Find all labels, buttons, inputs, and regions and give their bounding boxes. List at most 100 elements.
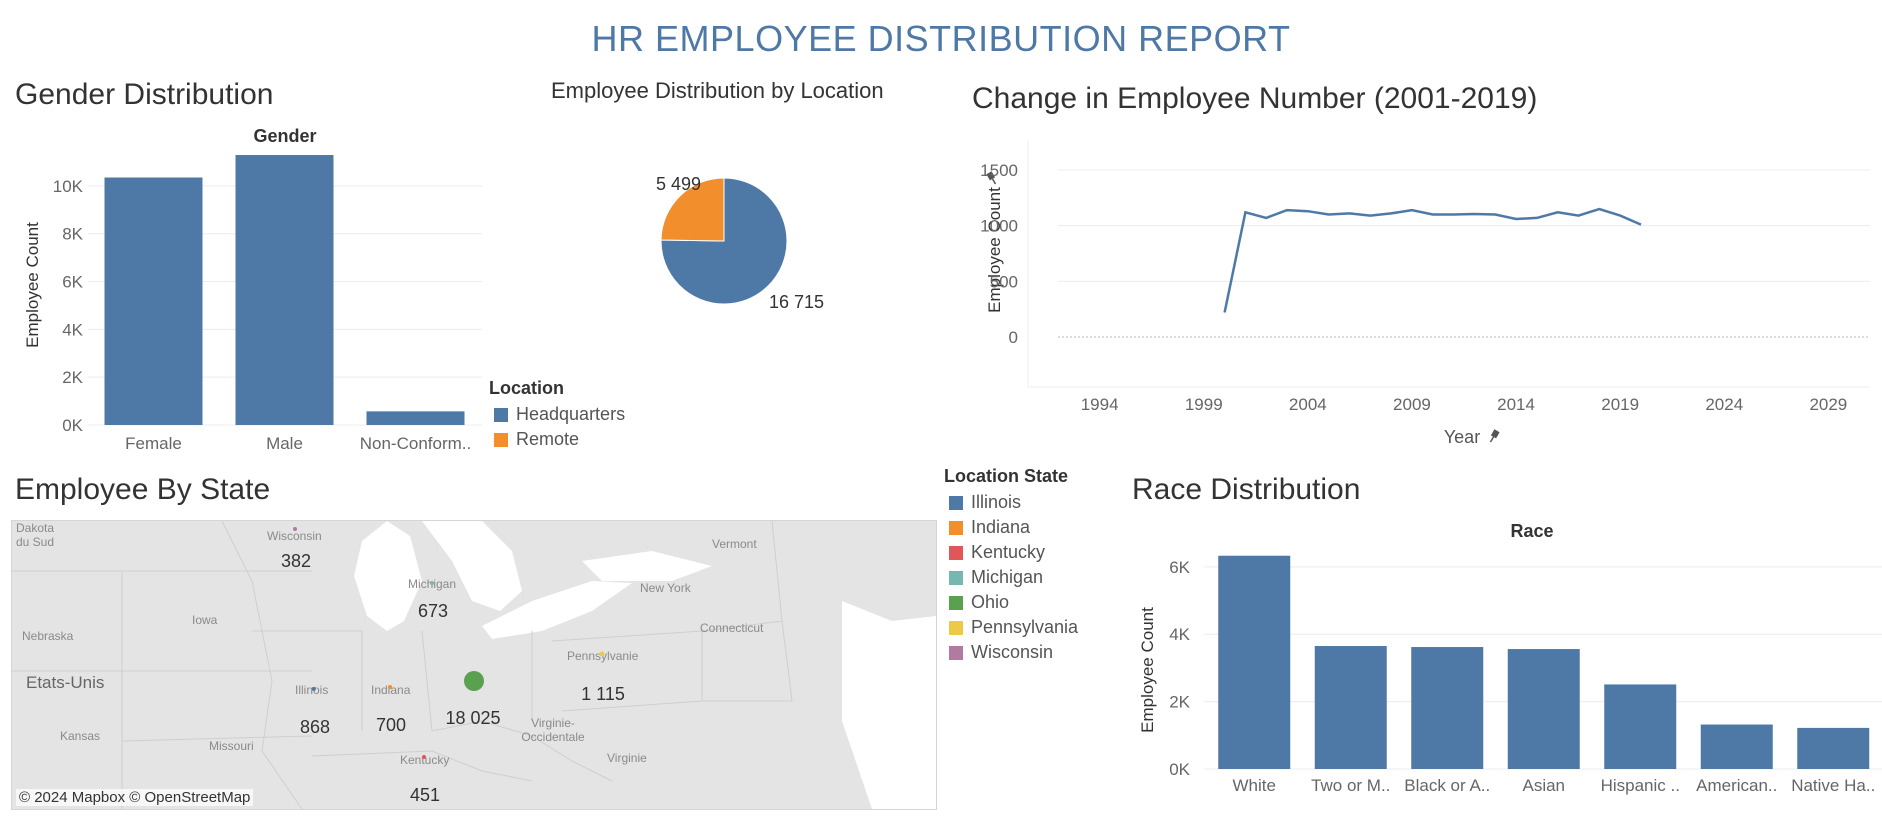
map-state-marker[interactable] (430, 581, 434, 585)
trend-line-chart: Employee Count 0 500 1000 1500 1994 1999 2004… (980, 140, 1870, 447)
map-state-count: 700 (375, 715, 407, 735)
map-state-marker[interactable] (422, 755, 426, 759)
map-state-marker[interactable] (311, 686, 317, 692)
map-state-count: 868 (299, 717, 331, 737)
legend-swatch (949, 620, 963, 635)
legend-swatch (949, 545, 963, 560)
map-background (12, 521, 936, 809)
trend-y-tick: 1000 (980, 217, 1018, 236)
legend-label: Ohio (971, 592, 1010, 612)
location-legend-item[interactable]: Remote (494, 427, 625, 452)
map-geo-label: Etats-Unis (26, 673, 105, 692)
state-legend-item[interactable]: Indiana (949, 515, 1078, 540)
gender-section-title: Gender Distribution (15, 78, 274, 111)
race-category-label: Hispanic .. (1601, 776, 1680, 795)
trend-section-title: Change in Employee Number (2001-2019) (972, 82, 1538, 115)
map-geo-label: Indiana (371, 683, 411, 697)
legend-swatch (949, 645, 963, 660)
trend-y-axis-label: Employee Count (985, 187, 1004, 313)
legend-swatch (494, 407, 508, 422)
gender-y-tick: 4K (62, 320, 83, 339)
legend-swatch (949, 595, 963, 610)
race-category-label: Asian (1522, 776, 1565, 795)
legend-label: Wisconsin (971, 642, 1054, 662)
trend-x-tick: 2019 (1601, 395, 1639, 414)
trend-series-line (1223, 207, 1642, 313)
map-state-count: 1 115 (581, 684, 625, 704)
race-category-label: Two or M.. (1311, 776, 1390, 795)
pie-label-remote: 5 499 (656, 174, 701, 194)
race-bar-chart: Race Employee Count 0K 2K 4K 6K White Two or… (1138, 521, 1882, 795)
trend-y-pin-icon (986, 171, 997, 185)
legend-label: Headquarters (516, 404, 626, 424)
map-state-count: 18 025 (445, 708, 501, 728)
location-legend-title: Location (489, 378, 564, 398)
location-pie-chart: 5 499 16 715 (656, 174, 824, 312)
race-y-tick: 6K (1169, 558, 1190, 577)
race-y-tick: 0K (1169, 760, 1190, 779)
map-state-count: 451 (409, 785, 441, 805)
trend-x-tick: 2024 (1705, 395, 1743, 414)
gender-bar (235, 155, 334, 426)
location-section-title: Employee Distribution by Location (551, 78, 884, 103)
map-geo-label: Kansas (60, 729, 101, 743)
map-geo-label: Nebraska (22, 629, 74, 643)
lake-erie-shape (482, 581, 632, 639)
map-geo-label: Kentucky (400, 753, 450, 767)
race-category-label: Black or A.. (1404, 776, 1490, 795)
state-legend-item[interactable]: Michigan (949, 565, 1078, 590)
pie-label-hq: 16 715 (769, 292, 824, 312)
legend-swatch (949, 495, 963, 510)
map-geo-label: Illinois (295, 683, 328, 697)
legend-label: Illinois (971, 492, 1022, 512)
map-geo-label: Virginie (607, 751, 647, 765)
trend-x-tick: 2014 (1497, 395, 1535, 414)
gender-header: Gender (253, 126, 316, 146)
location-legend-item[interactable]: Headquarters (494, 402, 625, 427)
gender-category-label: Female (125, 434, 182, 453)
map-geo-label: Connecticut (700, 621, 764, 635)
map-section-title: Employee By State (15, 473, 271, 506)
map-geo-label: Iowa (192, 613, 218, 627)
state-map[interactable]: Dakota du SudWisconsinMichiganVermontNew… (11, 520, 937, 810)
state-legend-item[interactable]: Pennsylvania (949, 615, 1078, 640)
map-geo-label: Virginie-Occidentale (521, 716, 585, 744)
map-state-marker[interactable] (388, 685, 392, 689)
gender-y-tick: 0K (62, 416, 83, 435)
race-bar (1411, 647, 1484, 769)
trend-y-tick: 500 (990, 272, 1018, 291)
map-geo-label: Wisconsin (267, 529, 322, 543)
trend-y-tick: 1500 (980, 161, 1018, 180)
trend-x-tick: 1999 (1185, 395, 1223, 414)
lake-michigan-shape (354, 521, 422, 631)
gender-bar (104, 177, 203, 425)
map-state-count: 382 (280, 551, 312, 571)
state-legend-item[interactable]: Illinois (949, 490, 1078, 515)
race-bar (1314, 646, 1387, 769)
state-legend-item[interactable]: Wisconsin (949, 640, 1078, 665)
legend-label: Michigan (971, 567, 1044, 587)
map-state-marker[interactable] (599, 651, 605, 657)
lake-ontario-shape (582, 551, 712, 581)
map-state-count: 673 (417, 601, 449, 621)
gender-y-tick: 6K (62, 273, 83, 292)
state-legend-item[interactable]: Ohio (949, 590, 1078, 615)
map-state-marker[interactable] (464, 671, 484, 691)
legend-swatch (949, 520, 963, 535)
gender-y-axis-label: Employee Count (23, 222, 42, 348)
trend-x-tick: 1994 (1081, 395, 1119, 414)
state-legend-item[interactable]: Kentucky (949, 540, 1078, 565)
legend-label: Remote (516, 429, 580, 449)
trend-x-tick: 2009 (1393, 395, 1431, 414)
race-section-title: Race Distribution (1132, 473, 1361, 506)
gender-category-label: Male (266, 434, 303, 453)
state-legend-title: Location State (944, 466, 1069, 486)
map-geo-label: Vermont (712, 537, 757, 551)
trend-x-pin-icon (1489, 429, 1500, 443)
gender-bar (366, 411, 465, 425)
gender-y-tick: 8K (62, 225, 83, 244)
race-bar (1604, 684, 1677, 769)
map-state-marker[interactable] (293, 527, 297, 531)
state-legend: Illinois Indiana Kentucky Michigan Ohio Penns… (949, 490, 1078, 665)
lake-huron-shape (422, 521, 522, 611)
